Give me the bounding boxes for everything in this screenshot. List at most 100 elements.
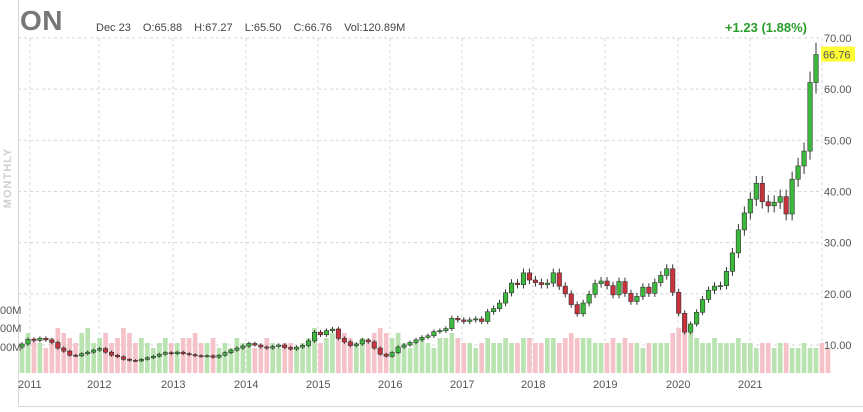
volume-bar bbox=[825, 348, 831, 373]
volume-bar bbox=[771, 348, 777, 373]
volume-bar bbox=[252, 348, 258, 373]
volume-bar bbox=[748, 343, 753, 373]
candle-up bbox=[156, 353, 162, 357]
volume-bar bbox=[121, 328, 126, 373]
volume-bar bbox=[521, 338, 526, 373]
candle-down bbox=[258, 344, 264, 348]
candle-up bbox=[240, 345, 246, 349]
volume-bar bbox=[730, 343, 735, 373]
candle-up bbox=[497, 302, 503, 309]
volume-bar bbox=[461, 343, 467, 373]
candle-down bbox=[264, 346, 270, 349]
candle-down bbox=[514, 282, 521, 285]
volume-bar bbox=[365, 343, 371, 373]
candle-up bbox=[216, 354, 222, 358]
volume-bar bbox=[431, 348, 437, 373]
volume-bar bbox=[700, 343, 705, 373]
chart-frame bbox=[18, 0, 863, 407]
volume-bar bbox=[109, 343, 114, 373]
candle-down bbox=[383, 353, 389, 357]
price-tick-label: 20.00 bbox=[824, 289, 852, 301]
candle-down bbox=[61, 347, 67, 352]
volume-bar bbox=[592, 343, 598, 373]
candle-up bbox=[359, 339, 365, 345]
candle-down bbox=[676, 291, 682, 314]
volume-bar bbox=[192, 333, 198, 373]
volume-bar bbox=[646, 343, 652, 373]
candle-down bbox=[568, 293, 574, 305]
candle-up bbox=[473, 318, 479, 321]
candle-up bbox=[664, 268, 670, 276]
candle-up bbox=[508, 282, 515, 294]
volume-bar bbox=[234, 338, 240, 373]
candle-down bbox=[682, 312, 688, 333]
volume-bar bbox=[455, 338, 461, 373]
candle-down bbox=[67, 350, 73, 356]
volume-bars bbox=[19, 328, 831, 373]
candle-down bbox=[109, 351, 115, 356]
candle-up bbox=[437, 330, 443, 332]
volume-bar bbox=[777, 343, 783, 373]
volume-bar bbox=[742, 343, 747, 373]
candle-down bbox=[556, 272, 562, 287]
volume-bar bbox=[801, 343, 807, 373]
volume-bar bbox=[509, 343, 514, 373]
candle-up bbox=[174, 351, 180, 354]
candle-up bbox=[729, 252, 735, 272]
candle-up bbox=[700, 299, 706, 313]
volume-bar bbox=[753, 348, 759, 373]
volume-bar bbox=[479, 343, 485, 373]
ohlc-readout: Dec 23 O:65.88 H:67.27 L:65.50 C:66.76 V… bbox=[96, 22, 414, 34]
candle-up bbox=[723, 271, 729, 286]
candle-up bbox=[747, 198, 753, 214]
candle-up bbox=[706, 289, 712, 300]
volume-bar bbox=[73, 343, 79, 373]
candle-down bbox=[377, 347, 383, 355]
candle-down bbox=[479, 318, 485, 322]
year-tick-label: 2015 bbox=[306, 379, 330, 391]
candle-down bbox=[347, 341, 353, 346]
year-tick-label: 2018 bbox=[521, 379, 545, 391]
candle-up bbox=[777, 196, 783, 203]
volume-bar bbox=[759, 343, 765, 373]
volume-bar bbox=[694, 338, 699, 373]
year-tick-label: 2021 bbox=[738, 379, 762, 391]
candle-down bbox=[610, 285, 616, 296]
candle-up bbox=[586, 294, 592, 304]
volume-bar bbox=[19, 348, 25, 373]
candle-down bbox=[282, 344, 288, 348]
volume-bar bbox=[31, 338, 37, 373]
volume-bar bbox=[789, 348, 795, 373]
volume-bar bbox=[49, 338, 55, 373]
candle-up bbox=[19, 343, 25, 348]
candle-up bbox=[138, 359, 144, 362]
volume-bar bbox=[783, 343, 789, 373]
volume-bar bbox=[449, 333, 455, 373]
volume-bar bbox=[258, 348, 264, 373]
volume-bar bbox=[312, 328, 317, 373]
candle-up bbox=[503, 292, 509, 304]
candle-down bbox=[341, 338, 347, 343]
volume-bar bbox=[807, 348, 813, 373]
candle-up bbox=[413, 339, 419, 343]
volume-bar bbox=[342, 333, 347, 373]
price-tick-label: 30.00 bbox=[824, 238, 852, 250]
volume-bar bbox=[712, 338, 717, 373]
volume-bar bbox=[664, 343, 670, 373]
candle-up bbox=[228, 349, 234, 353]
volume-bar bbox=[503, 338, 508, 373]
high-value: H:67.27 bbox=[194, 22, 233, 34]
last-price-marker: 66.76 bbox=[821, 46, 855, 62]
candle-up bbox=[550, 272, 556, 284]
candle-up bbox=[234, 347, 240, 351]
candle-down bbox=[759, 183, 765, 203]
volume-bar bbox=[282, 343, 288, 373]
volume-bar bbox=[545, 338, 550, 373]
candle-up bbox=[97, 348, 103, 351]
volume-bar bbox=[586, 338, 592, 373]
volume-bar bbox=[156, 343, 162, 373]
candle-down bbox=[783, 196, 789, 215]
candle-up bbox=[425, 335, 431, 338]
candle-up bbox=[449, 318, 455, 329]
